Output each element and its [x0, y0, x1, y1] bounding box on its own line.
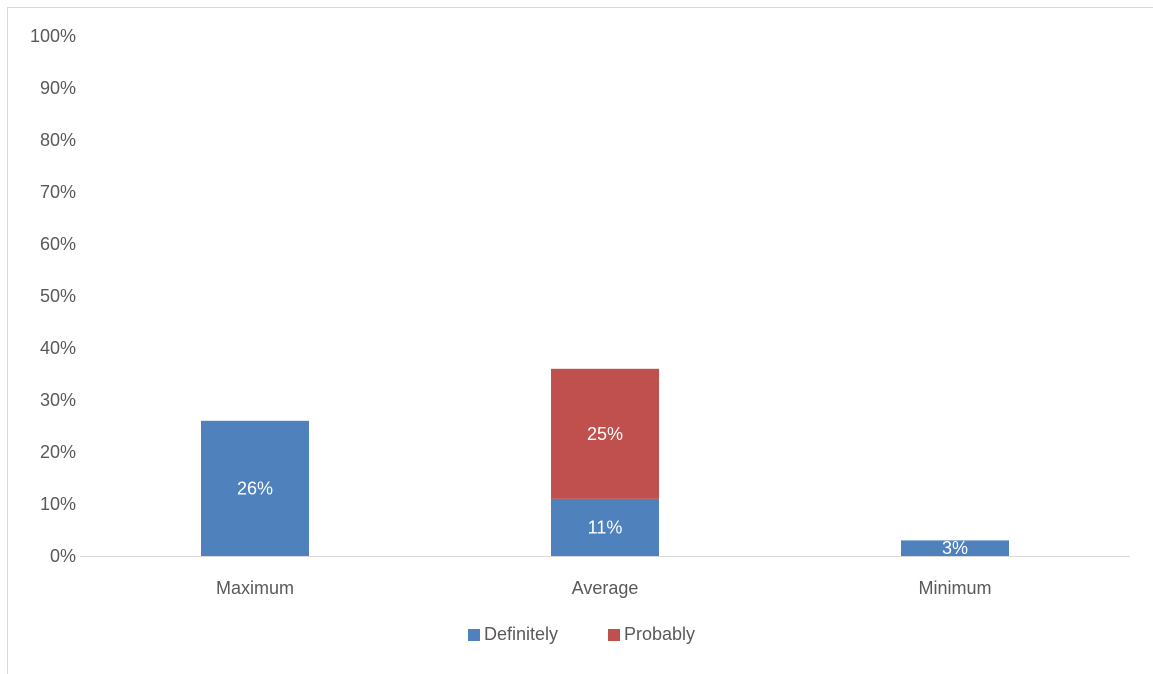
data-label: 3%	[942, 538, 968, 558]
data-label: 11%	[588, 517, 623, 537]
y-tick-label: 10%	[40, 494, 76, 514]
category-label: Minimum	[918, 578, 991, 598]
y-tick-label: 70%	[40, 182, 76, 202]
y-tick-label: 50%	[40, 286, 76, 306]
legend-swatch-definitely	[468, 629, 480, 641]
y-tick-label: 100%	[30, 26, 76, 46]
y-tick-label: 40%	[40, 338, 76, 358]
data-label: 25%	[587, 424, 623, 444]
bar-definitely-minimum	[901, 540, 1009, 556]
legend-label-definitely: Definitely	[484, 624, 558, 644]
y-tick-label: 20%	[40, 442, 76, 462]
legend-label-probably: Probably	[624, 624, 695, 644]
y-tick-label: 0%	[50, 546, 76, 566]
bar-definitely-average	[551, 498, 659, 556]
chart-frame	[7, 7, 1153, 674]
y-tick-label: 90%	[40, 78, 76, 98]
y-tick-label: 80%	[40, 130, 76, 150]
data-label: 26%	[237, 478, 273, 498]
category-label: Maximum	[216, 578, 294, 598]
y-tick-label: 30%	[40, 390, 76, 410]
legend-swatch-probably	[608, 629, 620, 641]
category-label: Average	[572, 578, 639, 598]
bar-probably-average	[551, 368, 659, 499]
y-tick-label: 60%	[40, 234, 76, 254]
bar-definitely-maximum	[201, 420, 309, 556]
